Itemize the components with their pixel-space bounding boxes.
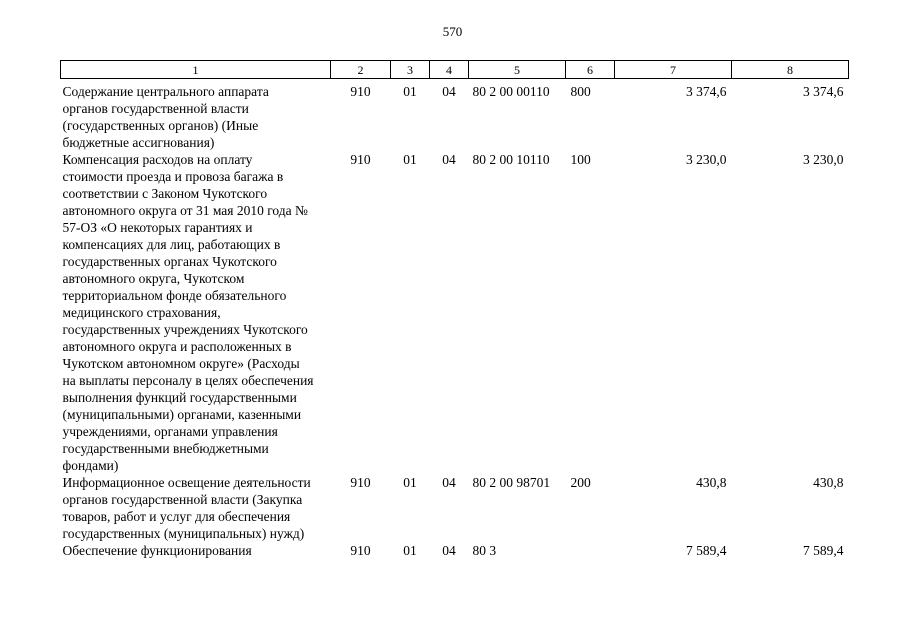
cell-grbs-code: 910 [350,84,371,99]
cell-grbs-code: 910 [350,152,371,167]
cell-section-code: 01 [403,475,417,490]
cell-section-code: 01 [403,152,417,167]
cell-target-article: 80 3 [472,543,497,558]
cell-amount-2: 430,8 [813,475,844,490]
header-cell-7: 7 [614,60,732,79]
cell-section-code: 01 [403,84,417,99]
header-cell-5: 5 [468,60,566,79]
page-number: 570 [442,24,463,39]
cell-amount-1: 430,8 [696,475,727,490]
cell-subsection-code: 04 [442,543,456,558]
header-cell-8: 8 [731,60,849,79]
header-cell-3: 3 [390,60,430,79]
cell-expense-name: Содержание центрального аппарата органов… [62,84,269,150]
cell-section-code: 01 [403,543,417,558]
header-cell-4: 4 [429,60,469,79]
table-row: Информационное освещение деятельности ор… [61,474,849,542]
cell-subsection-code: 04 [442,152,456,167]
cell-grbs-code: 910 [350,475,371,490]
cell-expense-name: Обеспечение функционирования [62,543,252,558]
cell-amount-1: 3 374,6 [686,84,727,99]
cell-target-article: 80 2 00 98701 [472,475,551,490]
cell-grbs-code: 910 [350,543,371,558]
header-cell-1: 1 [60,60,331,79]
cell-amount-1: 3 230,0 [686,152,727,167]
cell-subsection-code: 04 [442,84,456,99]
cell-amount-2: 3 374,6 [803,84,844,99]
cell-amount-2: 3 230,0 [803,152,844,167]
cell-expense-type: 100 [570,152,591,167]
table-row: Содержание центрального аппарата органов… [61,79,849,152]
cell-target-article: 80 2 00 00110 [472,84,550,99]
cell-amount-2: 7 589,4 [803,543,844,558]
table-header-row: 1 2 3 4 5 6 7 8 [60,60,849,79]
cell-subsection-code: 04 [442,475,456,490]
cell-target-article: 80 2 00 10110 [472,152,550,167]
cell-expense-type [566,542,615,559]
cell-expense-name: Компенсация расходов на оплату стоимости… [62,152,314,473]
cell-expense-name: Информационное освещение деятельности ор… [62,475,311,541]
cell-expense-type: 800 [570,84,591,99]
cell-amount-1: 7 589,4 [686,543,727,558]
header-cell-2: 2 [330,60,391,79]
header-cell-6: 6 [565,60,615,79]
table-row: Обеспечение функционирования 910 01 04 8… [61,542,849,559]
table-row: Компенсация расходов на оплату стоимости… [61,151,849,474]
cell-expense-type: 200 [570,475,591,490]
budget-table: 1 2 3 4 5 6 7 8 Содержание центрального … [60,60,849,559]
